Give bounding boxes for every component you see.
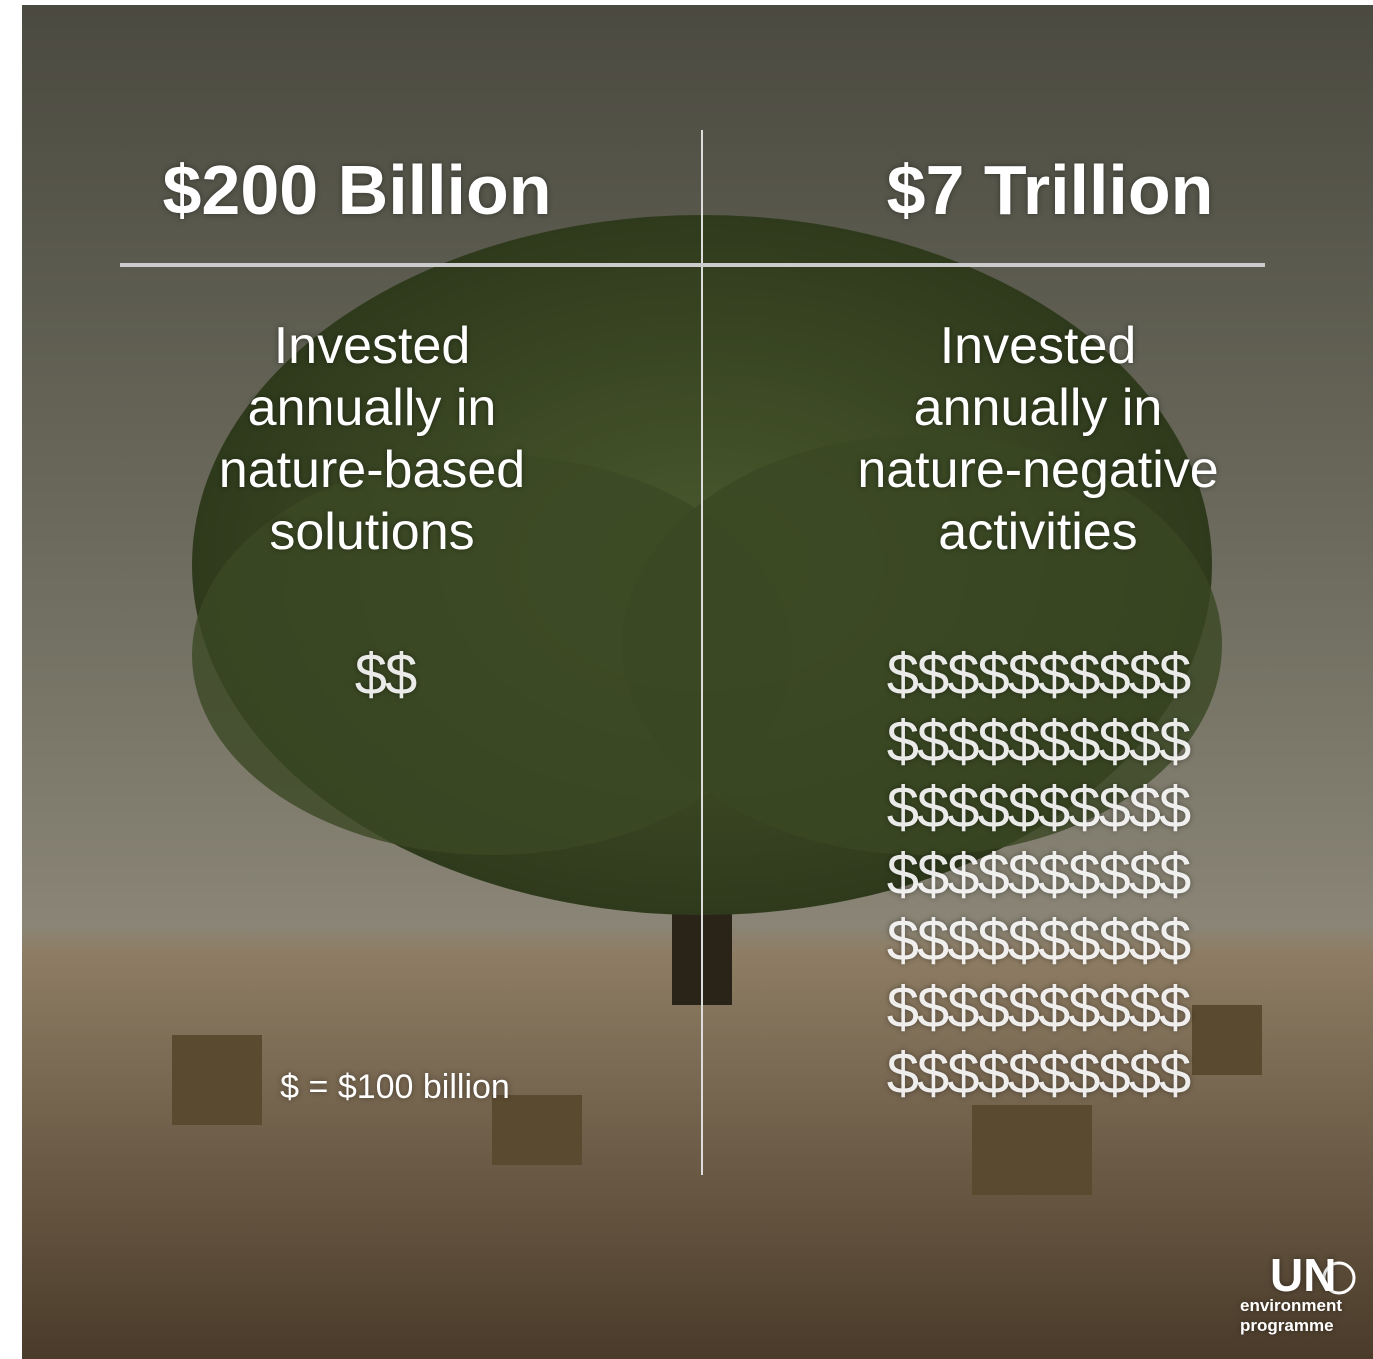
- text-line: nature-based: [219, 439, 525, 501]
- heading: $7 Trillion: [887, 150, 1214, 230]
- icon-row: $$$$$$$$$$: [887, 908, 1190, 975]
- text-line: nature-negative: [857, 439, 1218, 501]
- logo-line: programme: [1240, 1316, 1342, 1336]
- infographic: $200 Billion $7 Trillion Investedannuall…: [0, 0, 1373, 1359]
- text-line: annually in: [857, 377, 1218, 439]
- icon-row: $$$$$$$$$$: [887, 642, 1190, 709]
- text-line: Invested: [857, 315, 1218, 377]
- stump: [172, 1035, 262, 1125]
- logo-line: environment: [1240, 1296, 1342, 1316]
- text-line: annually in: [219, 377, 525, 439]
- icon-rows: $$$$$$$$$$$$$$$$$$$$$$$$$$$$$$$$$$$$$$$$…: [887, 642, 1190, 1108]
- icon-row: $$$$$$$$$$: [887, 975, 1190, 1042]
- stump: [972, 1105, 1092, 1195]
- icon-row: $$$$$$$$$$: [887, 1041, 1190, 1108]
- icon-row: $$: [355, 642, 416, 709]
- icon-row: $$$$$$$$$$: [887, 775, 1190, 842]
- logo-mark: UN: [1270, 1248, 1336, 1302]
- stump: [1192, 1005, 1262, 1075]
- text-line: Invested: [219, 315, 525, 377]
- heading: $200 Billion: [162, 150, 551, 230]
- text-line: activities: [857, 501, 1218, 563]
- icon-row: $$$$$$$$$$: [887, 709, 1190, 776]
- legend: $ = $100 billion: [280, 1068, 510, 1107]
- icon-rows: $$: [355, 642, 416, 709]
- icon-row: $$$$$$$$$$: [887, 842, 1190, 909]
- text-line: solutions: [219, 501, 525, 563]
